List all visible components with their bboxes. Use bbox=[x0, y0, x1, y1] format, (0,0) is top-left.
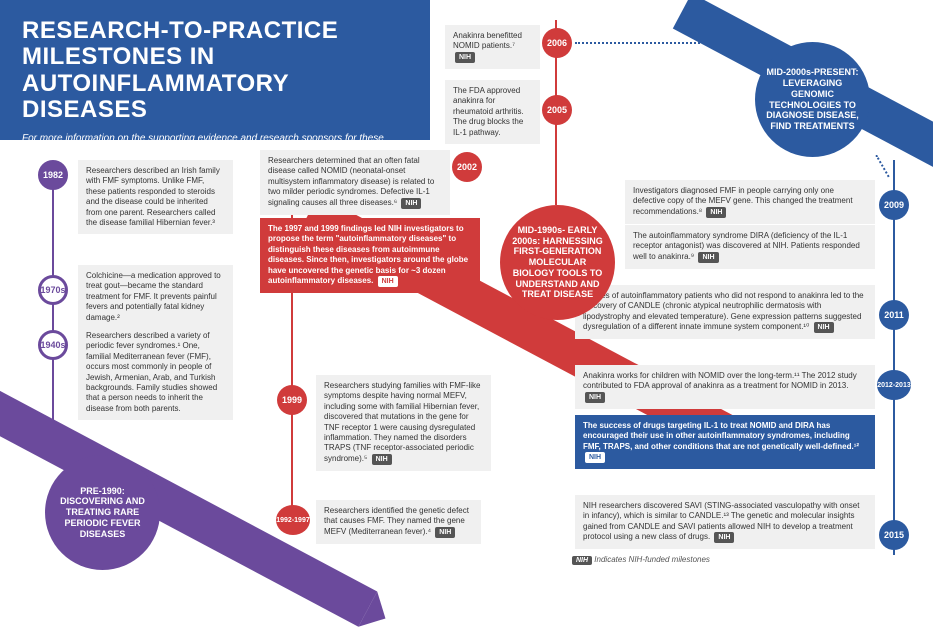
page-title: RESEARCH-TO-PRACTICE MILESTONES IN AUTOI… bbox=[22, 18, 402, 124]
dotted-connector-2006 bbox=[575, 42, 755, 44]
note-2009a: Investigators diagnosed FMF in people ca… bbox=[625, 180, 875, 224]
note-1992: Researchers identified the genetic defec… bbox=[316, 500, 481, 544]
timeline-line-purple bbox=[52, 170, 54, 460]
nih-badge: NIH bbox=[706, 207, 726, 218]
note-2012: Anakinra works for children with NOMID o… bbox=[575, 365, 875, 409]
year-2005: 2005 bbox=[542, 95, 572, 125]
year-2011: 2011 bbox=[879, 300, 909, 330]
note-2006: Anakinra benefitted NOMID patients.⁷ NIH bbox=[445, 25, 540, 69]
year-2009: 2009 bbox=[879, 190, 909, 220]
dotted-connector-blue bbox=[875, 155, 889, 178]
year-2012-2013: 2012-2013 bbox=[877, 370, 911, 400]
note-2002: Researchers determined that an often fat… bbox=[260, 150, 450, 215]
nih-badge: NIH bbox=[401, 198, 421, 209]
note-2011: Studies of autoinflammatory patients who… bbox=[575, 285, 875, 339]
year-2006: 2006 bbox=[542, 28, 572, 58]
nih-badge: NIH bbox=[378, 276, 398, 287]
note-1982: Researchers described an Irish family wi… bbox=[78, 160, 233, 234]
nih-badge: NIH bbox=[572, 556, 592, 565]
year-2015: 2015 bbox=[879, 520, 909, 550]
era-circle-mid1990s: MID-1990s- EARLY 2000s: HARNESSING FIRST… bbox=[500, 205, 615, 320]
era-circle-pre1990: PRE-1990: DISCOVERING AND TREATING RARE … bbox=[45, 455, 160, 570]
legend: NIH Indicates NIH-funded milestones bbox=[570, 555, 710, 565]
note-highlight-il1: The success of drugs targeting IL-1 to t… bbox=[575, 415, 875, 469]
nih-badge: NIH bbox=[698, 252, 718, 263]
year-1982: 1982 bbox=[38, 160, 68, 190]
year-1970s: 1970s bbox=[38, 275, 68, 305]
nih-badge: NIH bbox=[435, 527, 455, 538]
year-1940s: 1940s bbox=[38, 330, 68, 360]
note-highlight-1997-1999: The 1997 and 1999 findings led NIH inves… bbox=[260, 218, 480, 293]
year-2002: 2002 bbox=[452, 152, 482, 182]
nih-badge: NIH bbox=[585, 452, 605, 463]
note-2015: NIH researchers discovered SAVI (STING-a… bbox=[575, 495, 875, 549]
nih-badge: NIH bbox=[455, 52, 475, 63]
year-1999: 1999 bbox=[277, 385, 307, 415]
note-1940: Researchers described a variety of perio… bbox=[78, 325, 233, 420]
note-1970: Colchicine—a medication approved to trea… bbox=[78, 265, 233, 329]
note-2009b: The autoinflammatory syndrome DIRA (defi… bbox=[625, 225, 875, 269]
note-1999: Researchers studying families with FMF-l… bbox=[316, 375, 491, 471]
nih-badge: NIH bbox=[585, 392, 605, 403]
year-1992-1997: 1992-1997 bbox=[276, 505, 310, 535]
nih-badge: NIH bbox=[814, 322, 834, 333]
era-circle-mid2000s: MID-2000s-PRESENT: LEVERAGING GENOMIC TE… bbox=[755, 42, 870, 157]
note-2005: The FDA approved anakinra for rheumatoid… bbox=[445, 80, 540, 144]
header: RESEARCH-TO-PRACTICE MILESTONES IN AUTOI… bbox=[22, 18, 402, 158]
nih-badge: NIH bbox=[714, 532, 734, 543]
nih-badge: NIH bbox=[372, 454, 392, 465]
